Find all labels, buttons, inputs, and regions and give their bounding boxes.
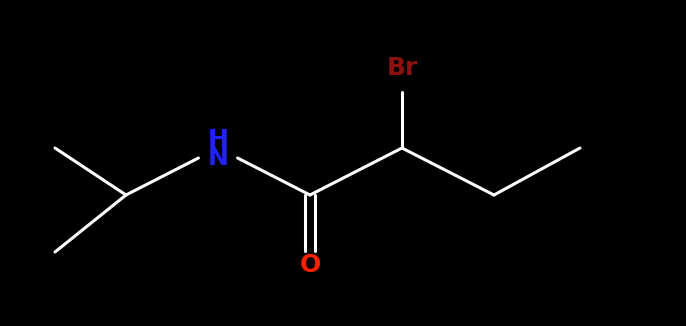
Text: H: H (208, 128, 228, 152)
Text: O: O (299, 253, 320, 277)
Text: Br: Br (386, 56, 418, 80)
Text: N: N (208, 146, 228, 170)
